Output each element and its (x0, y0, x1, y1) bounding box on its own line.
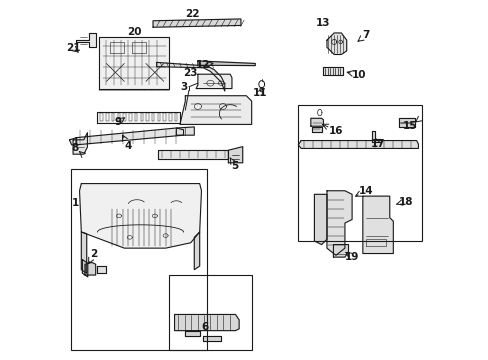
Polygon shape (228, 147, 242, 163)
Polygon shape (73, 133, 87, 154)
Polygon shape (311, 127, 321, 132)
Polygon shape (99, 37, 169, 89)
Polygon shape (80, 184, 201, 248)
Polygon shape (333, 244, 348, 257)
Polygon shape (76, 33, 96, 47)
Text: 6: 6 (201, 322, 208, 332)
Text: 1: 1 (71, 198, 79, 208)
Text: 14: 14 (358, 186, 373, 196)
Text: 4: 4 (124, 141, 131, 151)
Polygon shape (76, 128, 183, 145)
Text: 17: 17 (370, 139, 385, 149)
Polygon shape (326, 33, 346, 54)
Polygon shape (371, 131, 380, 142)
Text: 23: 23 (183, 68, 197, 78)
Text: 15: 15 (402, 121, 417, 131)
Polygon shape (326, 191, 351, 255)
Polygon shape (97, 266, 106, 273)
Text: 5: 5 (231, 161, 238, 171)
Text: 2: 2 (90, 248, 97, 258)
Polygon shape (81, 232, 86, 273)
Polygon shape (153, 19, 241, 27)
Polygon shape (398, 118, 414, 127)
Polygon shape (180, 96, 251, 125)
Polygon shape (310, 118, 323, 126)
Text: 22: 22 (185, 9, 199, 19)
Polygon shape (196, 74, 231, 89)
Text: 11: 11 (252, 88, 266, 98)
Text: 21: 21 (66, 43, 80, 53)
Text: 19: 19 (344, 252, 359, 262)
Text: 8: 8 (71, 143, 79, 153)
Polygon shape (176, 127, 194, 135)
Polygon shape (158, 150, 228, 159)
Text: 12: 12 (195, 60, 210, 70)
Polygon shape (97, 112, 180, 123)
Text: 16: 16 (328, 126, 343, 136)
Polygon shape (85, 262, 96, 275)
Text: 18: 18 (398, 197, 412, 207)
Bar (298, 105, 421, 241)
Polygon shape (69, 138, 77, 145)
Text: 7: 7 (362, 30, 369, 40)
Text: 3: 3 (180, 82, 187, 92)
Polygon shape (194, 232, 199, 270)
Polygon shape (362, 196, 392, 253)
Polygon shape (298, 140, 418, 148)
Bar (169, 275, 251, 350)
Polygon shape (174, 315, 239, 330)
Polygon shape (203, 336, 221, 341)
Text: 9: 9 (115, 117, 122, 127)
Polygon shape (314, 194, 326, 244)
Text: 10: 10 (351, 70, 366, 80)
Polygon shape (82, 260, 88, 277)
Bar (70, 169, 206, 350)
Text: 20: 20 (126, 27, 141, 37)
Polygon shape (185, 331, 199, 336)
Polygon shape (156, 62, 224, 91)
Polygon shape (323, 67, 343, 75)
Text: 13: 13 (315, 18, 329, 28)
Polygon shape (198, 61, 255, 66)
